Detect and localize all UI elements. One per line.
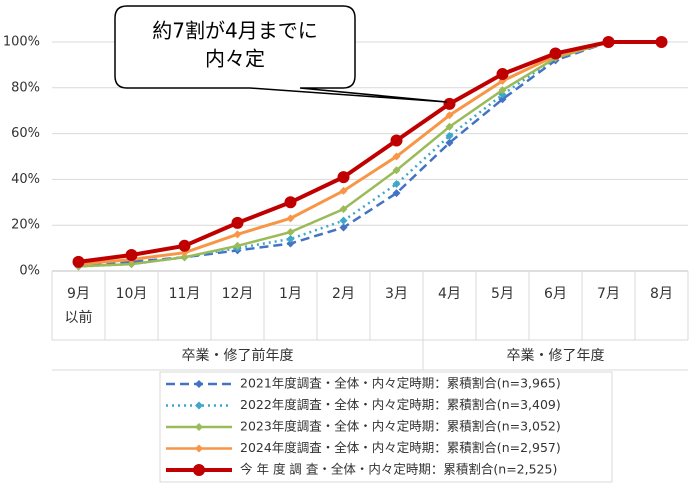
- y-tick-label: 0%: [19, 264, 40, 279]
- marker: [286, 239, 295, 248]
- marker: [125, 248, 138, 261]
- marker: [339, 205, 348, 214]
- marker: [337, 171, 350, 184]
- y-tick-label: 20%: [11, 218, 40, 233]
- y-tick-label: 60%: [11, 126, 40, 141]
- marker: [496, 68, 509, 81]
- callout-text: 約7割が4月までに: [152, 19, 317, 43]
- series-line: [78, 40, 662, 264]
- x-tick-label: 10月: [115, 286, 148, 302]
- callout: [114, 5, 448, 103]
- marker: [443, 97, 456, 110]
- x-tick-label: 6月: [544, 286, 567, 302]
- y-tick-label: 80%: [11, 80, 40, 95]
- marker: [284, 196, 297, 209]
- marker: [445, 131, 454, 140]
- marker: [286, 228, 295, 237]
- legend-label: 2021年度調査・全体・内々定時期：累積割合(n=3,965): [240, 376, 561, 391]
- y-tick-label: 40%: [11, 172, 40, 187]
- marker: [392, 166, 401, 175]
- y-tick-label: 100%: [3, 35, 40, 50]
- marker: [549, 47, 562, 60]
- marker: [392, 189, 401, 198]
- group-label: 卒業・修了年度: [507, 348, 605, 364]
- x-tick-label: 5月: [491, 286, 514, 302]
- marker: [180, 253, 189, 262]
- legend-label: 2022年度調査・全体・内々定時期：累積割合(n=3,409): [240, 397, 561, 412]
- marker: [445, 122, 454, 131]
- marker: [339, 186, 348, 195]
- x-tick-label: 8月: [650, 286, 673, 302]
- marker: [127, 260, 136, 269]
- legend-box: [159, 371, 613, 483]
- marker: [445, 111, 454, 120]
- marker: [72, 255, 85, 268]
- marker: [602, 36, 615, 48]
- legend-label: 2024年度調査・全体・内々定時期：累積割合(n=2,957): [240, 440, 561, 455]
- x-tick-label: 1月: [279, 286, 302, 302]
- group-label: 卒業・修了前年度: [182, 347, 294, 364]
- marker: [339, 216, 348, 225]
- legend-label: 今 年 度 調 査・全体・内々定時期：累積割合(n=2,525): [240, 462, 557, 477]
- marker: [339, 223, 348, 232]
- series-line: [78, 40, 662, 268]
- x-tick-label: 4月: [438, 286, 461, 302]
- marker: [231, 216, 244, 229]
- marker: [178, 239, 191, 252]
- legend-label: 2023年度調査・全体・内々定時期：累積割合(n=3,052): [240, 419, 561, 434]
- x-tick-label: 9月以前: [64, 286, 93, 326]
- marker: [195, 444, 203, 453]
- marker: [498, 95, 507, 104]
- x-tick-label: 11月: [168, 286, 201, 302]
- marker: [233, 241, 242, 250]
- marker: [392, 179, 401, 188]
- x-tick-label: 7月: [597, 286, 620, 302]
- marker: [390, 134, 403, 147]
- marker: [655, 36, 668, 48]
- marker: [233, 230, 242, 239]
- marker: [498, 86, 507, 95]
- x-tick-label: 2月: [332, 286, 355, 302]
- x-tick-label: 3月: [385, 286, 408, 302]
- marker: [195, 423, 203, 431]
- marker: [286, 214, 295, 223]
- marker: [286, 234, 295, 243]
- marker: [193, 464, 205, 476]
- x-tick-label: 12月: [221, 286, 254, 302]
- callout-text: 内々定: [205, 47, 265, 71]
- series-line: [78, 40, 662, 268]
- marker: [445, 138, 454, 147]
- marker: [195, 380, 203, 388]
- marker: [195, 401, 203, 410]
- marker: [392, 152, 401, 161]
